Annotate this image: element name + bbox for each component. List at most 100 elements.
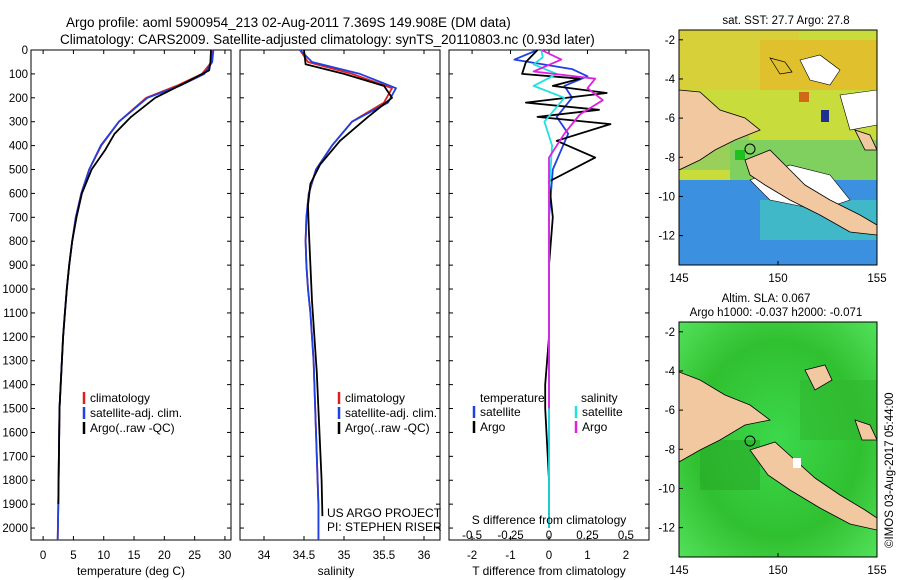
x-tick-label: 10	[97, 550, 110, 562]
y-tick-label: 800	[9, 236, 28, 248]
y-tick-label: 1000	[2, 284, 28, 296]
title-line1: Argo profile: aoml 5900954_213 02-Aug-20…	[66, 15, 511, 30]
y-tick-label: 1300	[2, 356, 28, 368]
difference-legend-temperature: temperature satellite Argo	[472, 391, 545, 434]
map-x-tick-label: 150	[768, 565, 787, 577]
map-y-tick-label: -6	[665, 113, 675, 125]
y-tick-label: 2000	[2, 523, 28, 535]
series-layer	[56, 49, 612, 541]
x-tick-label: 5	[70, 550, 76, 562]
legend-title: temperature	[480, 391, 545, 405]
map-y-tick-label: -6	[665, 405, 675, 417]
sla-argo-marker	[744, 435, 756, 447]
difference-x2label: S difference from climatology	[472, 513, 627, 527]
map-x-tick-label: 150	[768, 273, 787, 285]
legend-title: salinity	[581, 391, 618, 405]
temperature-legend: climatology satellite-adj. clim. Argo(..…	[82, 391, 182, 435]
x-tick-label: 35	[338, 550, 351, 562]
salinity-legend: climatology satellite-adj. clim. Argo(..…	[337, 391, 437, 435]
x2-tick-label: -0.25	[497, 530, 523, 542]
legend-label: satellite	[582, 405, 623, 419]
map-y-tick-label: -10	[658, 191, 675, 203]
map-y-tick-label: -4	[665, 74, 676, 86]
sla-land-island	[854, 419, 877, 441]
x-tick-label: 36	[418, 550, 431, 562]
sla-gap	[793, 458, 801, 468]
x-tick-label: 2	[623, 550, 629, 562]
series-line-s-argo	[532, 49, 604, 409]
series-line-argo-raw-qc	[57, 49, 212, 505]
y-tick-label: 0	[22, 45, 28, 57]
map-y-tick-label: -12	[658, 231, 675, 243]
legend-label: climatology	[345, 391, 405, 405]
project-name: US ARGO PROJECT	[327, 506, 442, 520]
map-x-tick-label: 145	[669, 565, 688, 577]
map-axes-layer: 145 150 155 -2 -4 -6 -8 -10 -12 145 150 155 -2 -4 -6 -8…	[658, 35, 886, 577]
axes-layer: 0100200300400500600700800900100011001200…	[2, 45, 649, 562]
y-tick-label: 600	[9, 188, 28, 200]
sla-land-new-guinea	[679, 371, 771, 463]
map-y-tick-label: -2	[665, 35, 675, 47]
map-y-tick-label: -10	[658, 483, 675, 495]
difference-legend-salinity: salinity satellite Argo	[574, 391, 623, 434]
y-tick-label: 1600	[2, 427, 28, 439]
sst-argo-marker	[744, 143, 756, 155]
x2-tick-label: 0	[546, 530, 552, 542]
sst-coastline	[769, 57, 793, 75]
y-tick-label: 500	[9, 165, 28, 177]
x-tick-label: 0	[546, 550, 552, 562]
x-tick-label: 1	[584, 550, 590, 562]
map-x-tick-label: 155	[867, 273, 886, 285]
x2-tick-label: 0.25	[576, 530, 598, 542]
series-line-argo-raw-qc	[303, 49, 393, 517]
sst-cloud-gap	[799, 54, 841, 86]
x-tick-label: 34.5	[293, 550, 315, 562]
series-line-satellite-adj-clim	[299, 49, 397, 540]
x-tick-label: 25	[188, 550, 201, 562]
imos-credit: ©IMOS 03-Aug-2017 05:44:00	[884, 392, 896, 548]
map-y-tick-label: -12	[658, 523, 675, 535]
y-tick-label: 200	[9, 93, 28, 105]
difference-xlabel: T difference from climatology	[472, 564, 626, 578]
x-tick-label: 30	[219, 550, 232, 562]
y-tick-label: 100	[9, 69, 28, 81]
x-tick-label: 34	[258, 550, 271, 562]
y-tick-label: 400	[9, 141, 28, 153]
sla-map	[679, 322, 877, 557]
map-y-tick-label: -4	[665, 366, 676, 378]
map-x-tick-label: 145	[669, 273, 688, 285]
y-tick-label: 900	[9, 260, 28, 272]
y-tick-label: 300	[9, 117, 28, 129]
y-tick-label: 1500	[2, 404, 28, 416]
sst-map-title: sat. SST: 27.7 Argo: 27.8	[722, 15, 849, 27]
map-x-tick-label: 155	[867, 565, 886, 577]
temperature-panel	[30, 49, 232, 541]
map-y-tick-label: -2	[665, 327, 675, 339]
sst-cold-pixel	[821, 110, 829, 122]
project-pi: PI: STEPHEN RISER	[327, 520, 442, 534]
x-tick-label: 20	[158, 550, 171, 562]
sst-land-island	[854, 129, 877, 151]
sst-land-peninsula	[744, 149, 877, 236]
y-tick-label: 1200	[2, 332, 28, 344]
sst-map	[679, 30, 877, 265]
x-tick-label: -2	[467, 550, 477, 562]
map-y-tick-label: -8	[665, 152, 675, 164]
y-tick-label: 1800	[2, 475, 28, 487]
x2-tick-label: 0.5	[618, 530, 634, 542]
sst-hot-pixel	[799, 92, 809, 102]
y-tick-label: 1700	[2, 451, 28, 463]
temperature-xlabel: temperature (deg C)	[77, 564, 185, 578]
salinity-xlabel: salinity	[318, 564, 355, 578]
x2-tick-label: -0.5	[462, 530, 482, 542]
y-tick-label: 1900	[2, 499, 28, 511]
legend-label: Argo(..raw -QC)	[90, 421, 175, 435]
legend-label: climatology	[90, 391, 150, 405]
x-tick-label: -1	[505, 550, 515, 562]
series-line-t-argo	[521, 49, 612, 528]
sla-map-title1: Altim. SLA: 0.067	[722, 293, 811, 305]
sst-pixel	[735, 150, 745, 160]
sla-low-zone	[700, 440, 760, 490]
legend-label: Argo(..raw -QC)	[345, 421, 430, 435]
x-tick-label: 0	[40, 550, 46, 562]
